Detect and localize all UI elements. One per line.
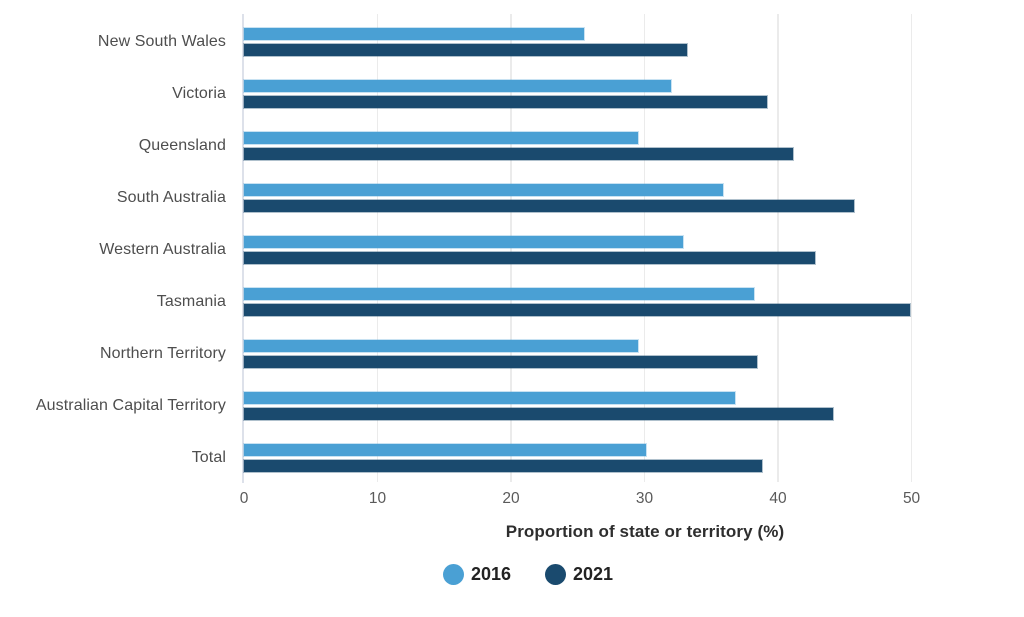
gridline	[777, 14, 779, 482]
category-row: Queensland	[0, 120, 1024, 172]
legend-label-2021: 2021	[573, 564, 614, 584]
bar-2021	[244, 459, 763, 472]
category-label: Queensland	[138, 137, 226, 154]
gridline	[643, 14, 646, 482]
gridline	[376, 14, 379, 482]
category-row: New South Wales	[0, 16, 1024, 68]
bar-2021	[244, 303, 911, 316]
bar-2021	[244, 407, 833, 420]
bar-2021	[244, 251, 816, 264]
category-label: Total	[191, 449, 226, 466]
bar-2021	[244, 355, 757, 368]
category-row: South Australia	[0, 172, 1024, 224]
category-label: South Australia	[116, 189, 226, 206]
bar-2016	[244, 339, 638, 352]
bar-2021	[244, 199, 855, 212]
legend-swatch-2016-icon	[442, 564, 464, 585]
x-tick-label: 20	[502, 490, 520, 507]
category-label: Northern Territory	[100, 345, 226, 362]
y-axis-line	[242, 14, 244, 483]
legend-label-2016: 2016	[470, 564, 511, 584]
bar-2021	[244, 147, 793, 160]
x-tick-label: 0	[239, 490, 249, 507]
category-label: Western Australia	[99, 241, 226, 258]
bar-2016	[244, 131, 638, 144]
x-tick-label: 50	[902, 490, 921, 507]
category-row: Northern Territory	[0, 328, 1024, 380]
category-row: Western Australia	[0, 224, 1024, 276]
legend: 2016 2021	[16, 564, 1024, 585]
category-label: New South Wales	[97, 33, 226, 50]
category-row: Victoria	[0, 68, 1024, 120]
bar-2016	[244, 27, 585, 40]
gridline	[910, 14, 913, 482]
bar-2016	[244, 79, 672, 92]
x-tick-label: 30	[635, 490, 654, 507]
category-label: Australian Capital Territory	[35, 397, 226, 414]
x-tick-label: 10	[368, 490, 387, 507]
category-row: Tasmania	[0, 276, 1024, 328]
gridline	[510, 14, 512, 482]
category-row: Australian Capital Territory	[0, 380, 1024, 432]
legend-swatch-2021-icon	[545, 564, 566, 585]
bar-2016	[244, 391, 736, 404]
bar-2016	[244, 183, 724, 196]
bar-2016	[244, 235, 684, 248]
x-axis-title: Proportion of state or territory (%)	[505, 522, 785, 541]
bar-2021	[244, 95, 768, 108]
bar-2021	[244, 43, 688, 56]
bar-2016	[244, 287, 755, 300]
category-row: Total	[0, 432, 1024, 484]
legend-item-2016: 2016	[442, 564, 511, 585]
plot-area: New South Wales Victoria Queensland South A…	[0, 14, 1024, 484]
x-tick-label: 40	[769, 490, 787, 507]
legend-item-2021: 2021	[545, 564, 613, 585]
category-label: Tasmania	[156, 293, 226, 310]
category-label: Victoria	[172, 85, 226, 102]
bar-2016	[244, 443, 646, 456]
